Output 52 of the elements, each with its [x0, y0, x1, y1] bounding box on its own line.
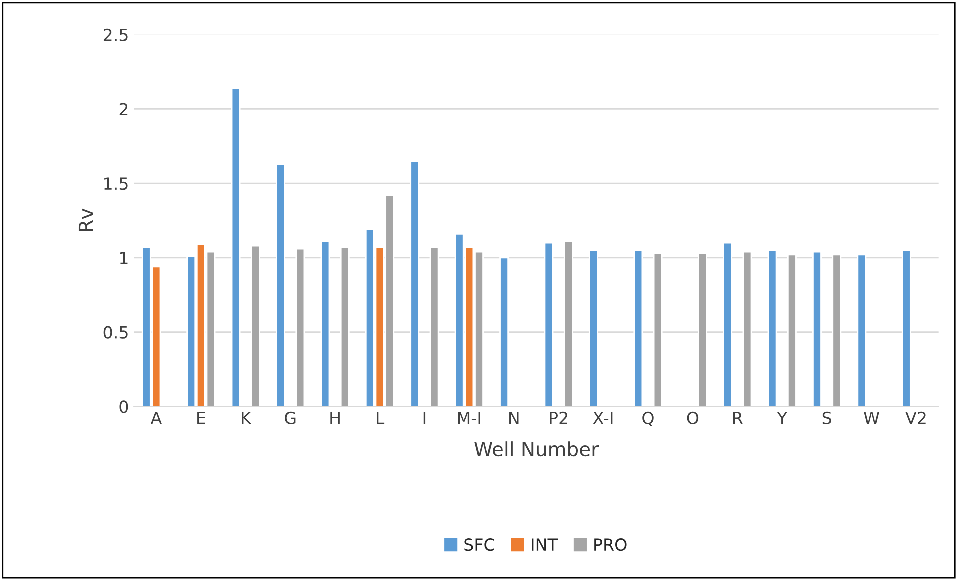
x-tick-label: V2: [906, 412, 926, 424]
y-axis-title: Rv: [78, 208, 94, 232]
legend-label: SFC: [464, 538, 494, 552]
legend-label: PRO: [594, 538, 627, 552]
x-tick-label: K: [242, 412, 252, 424]
bar: [500, 257, 510, 407]
legend-label: INT: [532, 538, 558, 551]
x-tick-label: M-I: [458, 412, 480, 424]
bar: [857, 254, 867, 407]
x-tick-label: I: [424, 412, 426, 424]
y-tick-label: 0.5: [104, 326, 128, 339]
x-tick-label: Q: [642, 412, 654, 426]
bar: [410, 160, 420, 407]
y-tick-label: 2: [120, 103, 128, 116]
y-tick-label: 1.5: [104, 178, 128, 190]
x-tick-label: Y: [777, 412, 788, 424]
x-tick-label: H: [330, 412, 340, 424]
y-tick-label: 1: [120, 252, 128, 264]
bar: [588, 250, 598, 407]
bar: [768, 250, 778, 407]
x-tick-label: E: [198, 412, 206, 424]
y-tick-label: 0: [120, 400, 128, 414]
bar: [723, 242, 733, 407]
bar: [787, 254, 797, 407]
bar: [812, 251, 822, 407]
bar: [832, 254, 842, 407]
bar: [653, 252, 663, 407]
bar: [430, 246, 440, 407]
bar: [320, 240, 330, 407]
x-tick-label: X-I: [593, 412, 613, 424]
x-tick-label: P2: [550, 412, 568, 424]
x-tick-label: S: [822, 412, 832, 424]
x-tick-label: W: [864, 412, 880, 424]
x-tick-label: G: [285, 412, 296, 424]
x-tick-label: N: [510, 412, 519, 424]
x-tick-label: L: [377, 412, 385, 424]
bar: [698, 252, 708, 407]
bar: [634, 250, 644, 407]
x-axis-title: Well Number: [474, 442, 600, 457]
bar: [296, 248, 306, 407]
y-tick-label: 2.5: [104, 28, 128, 42]
bar: [276, 164, 286, 407]
bar: [902, 250, 912, 407]
bar: [251, 245, 260, 407]
bar: [340, 246, 350, 407]
bar: [564, 240, 574, 407]
bar: [231, 88, 241, 407]
bar: [742, 251, 752, 407]
x-tick-label: R: [734, 412, 743, 424]
x-tick-label: O: [687, 412, 699, 424]
bar: [544, 242, 554, 407]
x-tick-label: A: [150, 412, 162, 424]
